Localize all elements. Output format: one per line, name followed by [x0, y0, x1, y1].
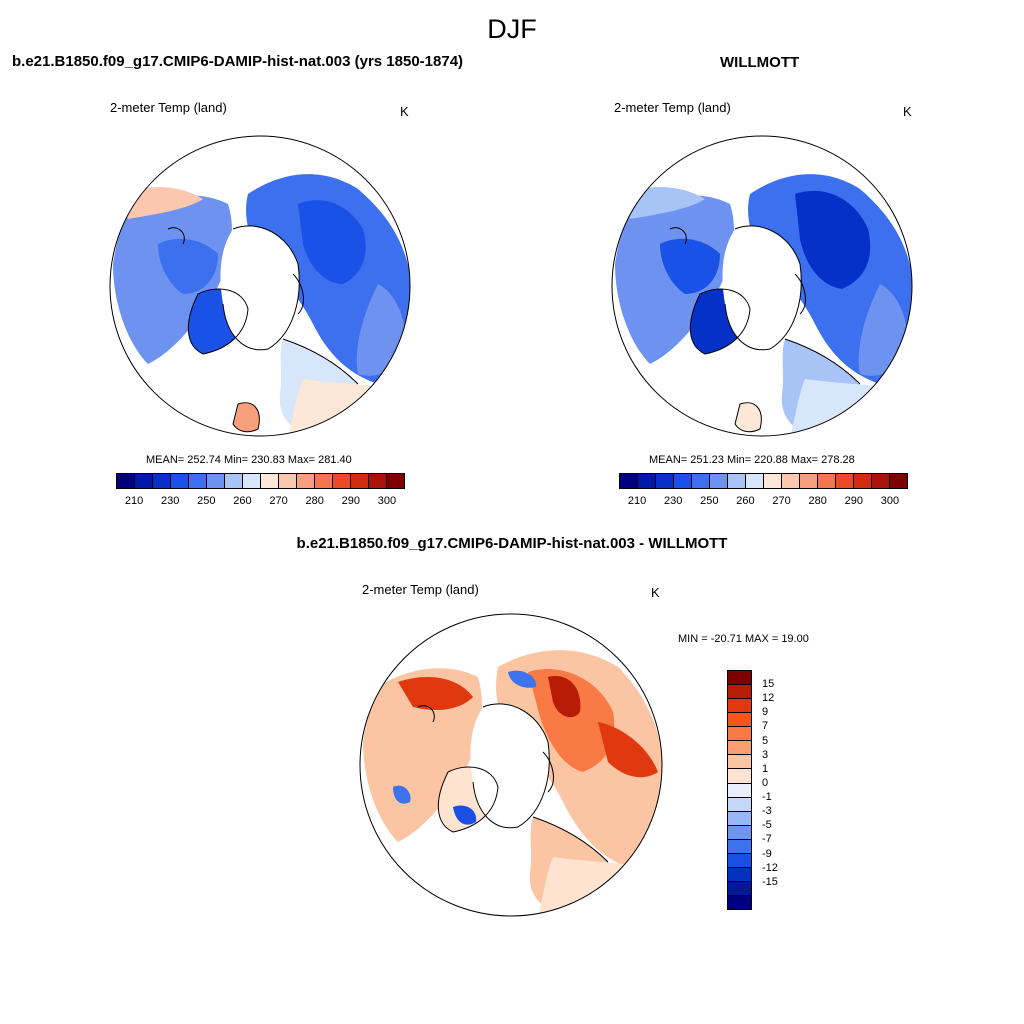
colorbar-tick-label: 300: [377, 495, 397, 507]
colorbar-tick-label: 230: [664, 495, 683, 507]
colorbar-tick-label: 270: [772, 495, 791, 507]
colorbar-swatch: [225, 474, 243, 488]
colorbar-tick-label: -9: [762, 847, 772, 860]
colorbar-tick-label: -7: [762, 833, 772, 846]
colorbar-tick-label: 210: [627, 495, 647, 507]
diff-variable-label: 2-meter Temp (land): [362, 582, 479, 597]
colorbar-tick-label: 250: [700, 495, 719, 507]
colorbar-tick-label: 210: [124, 495, 144, 507]
colorbar-swatch: [620, 474, 638, 488]
colorbar-swatch: [638, 474, 656, 488]
right-stats: MEAN= 251.23 Min= 220.88 Max= 278.28: [649, 454, 855, 466]
colorbar-swatch: [189, 474, 207, 488]
colorbar-tick-label: -1: [762, 791, 772, 804]
colorbar-swatch: [692, 474, 710, 488]
left-colorbar: [116, 473, 405, 489]
colorbar-swatch: [171, 474, 189, 488]
colorbar-tick-label: 3: [762, 748, 769, 761]
diff-panel-title: b.e21.B1850.f09_g17.CMIP6-DAMIP-hist-nat…: [296, 535, 728, 552]
colorbar-swatch: [728, 867, 751, 882]
colorbar-tick-label: 12: [762, 692, 775, 705]
colorbar-swatch: [153, 474, 171, 488]
colorbar-swatch: [728, 797, 751, 812]
colorbar-swatch: [854, 474, 872, 488]
colorbar-swatch: [117, 474, 135, 488]
colorbar-swatch: [836, 474, 854, 488]
right-panel-title: WILLMOTT: [720, 54, 800, 71]
left-panel-title: b.e21.B1850.f09_g17.CMIP6-DAMIP-hist-nat…: [12, 53, 464, 70]
colorbar-tick-label: 250: [197, 495, 216, 507]
colorbar-tick-label: 280: [808, 495, 827, 507]
colorbar-tick-label: 0: [762, 776, 769, 789]
main-title: DJF: [487, 14, 537, 44]
colorbar-swatch: [333, 474, 351, 488]
colorbar-swatch: [279, 474, 297, 488]
colorbar-swatch: [369, 474, 387, 488]
colorbar-swatch: [261, 474, 279, 488]
right-variable-label: 2-meter Temp (land): [614, 100, 731, 115]
colorbar-swatch: [351, 474, 369, 488]
colorbar-swatch: [728, 783, 751, 798]
colorbar-tick-label: 9: [762, 706, 769, 719]
colorbar-swatch: [818, 474, 836, 488]
colorbar-tick-label: 300: [880, 495, 900, 507]
colorbar-tick-label: -12: [762, 861, 778, 874]
colorbar-swatch: [728, 713, 751, 728]
colorbar-swatch: [728, 685, 751, 700]
colorbar-swatch: [746, 474, 764, 488]
left-units-label: K: [400, 104, 409, 119]
colorbar-swatch: [728, 896, 751, 910]
colorbar-tick-label: -15: [762, 875, 778, 888]
colorbar-swatch: [728, 769, 751, 784]
colorbar-swatch: [387, 474, 404, 488]
colorbar-tick-label: 7: [762, 720, 769, 733]
colorbar-tick-label: 260: [233, 495, 252, 507]
colorbar-tick-label: -5: [762, 819, 772, 832]
diff-units-label: K: [651, 585, 660, 600]
colorbar-swatch: [728, 741, 751, 756]
colorbar-tick-label: 280: [305, 495, 324, 507]
colorbar-swatch: [728, 755, 751, 770]
right-colorbar: [619, 473, 908, 489]
colorbar-swatch: [728, 881, 751, 896]
colorbar-swatch: [674, 474, 692, 488]
colorbar-swatch: [872, 474, 890, 488]
colorbar-tick-label: 5: [762, 734, 769, 747]
colorbar-swatch: [315, 474, 333, 488]
colorbar-swatch: [728, 825, 751, 840]
colorbar-swatch: [800, 474, 818, 488]
colorbar-swatch: [207, 474, 225, 488]
colorbar-tick-label: 1: [762, 762, 769, 775]
colorbar-swatch: [728, 474, 746, 488]
diff-colorbar: [727, 670, 752, 910]
colorbar-tick-label: -3: [762, 805, 772, 818]
colorbar-swatch: [297, 474, 315, 488]
left-polar-map: [109, 135, 411, 437]
right-units-label: K: [903, 104, 912, 119]
colorbar-tick-label: 260: [736, 495, 755, 507]
colorbar-swatch: [764, 474, 782, 488]
colorbar-swatch: [656, 474, 674, 488]
left-stats: MEAN= 252.74 Min= 230.83 Max= 281.40: [146, 454, 352, 466]
colorbar-swatch: [728, 839, 751, 854]
colorbar-swatch: [135, 474, 153, 488]
colorbar-swatch: [728, 853, 751, 868]
colorbar-swatch: [728, 727, 751, 742]
colorbar-tick-label: 290: [844, 495, 863, 507]
colorbar-tick-label: 290: [341, 495, 360, 507]
colorbar-swatch: [243, 474, 261, 488]
colorbar-swatch: [710, 474, 728, 488]
colorbar-swatch: [782, 474, 800, 488]
colorbar-tick-label: 15: [762, 678, 775, 691]
right-polar-map: [611, 135, 913, 437]
diff-stats: MIN = -20.71 MAX = 19.00: [678, 633, 809, 645]
colorbar-swatch: [728, 699, 751, 714]
left-variable-label: 2-meter Temp (land): [110, 100, 227, 115]
colorbar-swatch: [890, 474, 907, 488]
colorbar-tick-label: 270: [269, 495, 288, 507]
colorbar-swatch: [728, 811, 751, 826]
colorbar-tick-label: 230: [161, 495, 180, 507]
colorbar-swatch: [728, 671, 751, 686]
diff-polar-map: [359, 613, 663, 917]
